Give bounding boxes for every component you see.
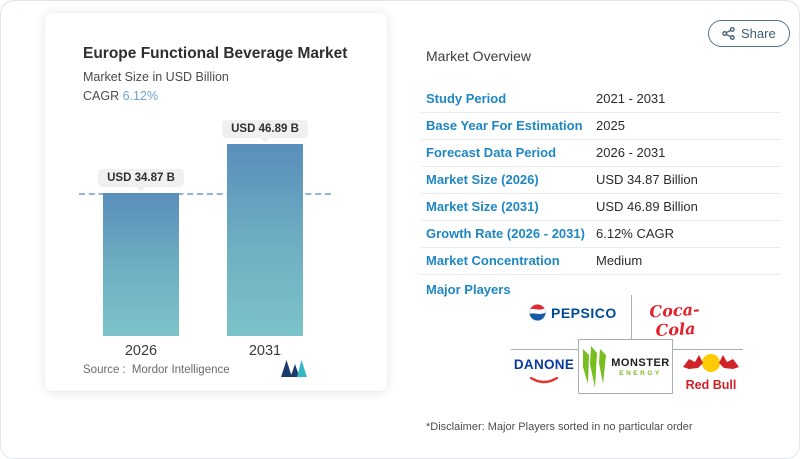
row-label: Market Concentration bbox=[426, 253, 560, 268]
row-value: 2025 bbox=[596, 118, 625, 133]
source-label: Source : bbox=[83, 364, 126, 376]
row-divider bbox=[421, 247, 781, 248]
overview-row-base-year: Base Year For Estimation 2025 bbox=[426, 112, 781, 139]
share-icon bbox=[722, 27, 735, 40]
row-divider bbox=[421, 274, 781, 275]
overview-row-market-size-2026: Market Size (2026) USD 34.87 Billion bbox=[426, 166, 781, 193]
mordor-intelligence-logo-icon bbox=[281, 360, 307, 382]
overview-row-market-concentration: Market Concentration Medium bbox=[426, 247, 781, 274]
row-label: Forecast Data Period bbox=[426, 145, 557, 160]
monster-energy-logo: MONSTER ENERGY bbox=[578, 339, 673, 394]
overview-heading: Market Overview bbox=[426, 48, 532, 64]
reference-dashed-line bbox=[79, 193, 331, 195]
danone-wordmark: DANONE bbox=[513, 357, 575, 372]
overview-row-forecast-period: Forecast Data Period 2026 - 2031 bbox=[426, 139, 781, 166]
row-label: Market Size (2026) bbox=[426, 172, 539, 187]
bar-2026 bbox=[103, 193, 179, 336]
disclaimer-text: *Disclaimer: Major Players sorted in no … bbox=[426, 421, 693, 433]
overview-row-growth-rate: Growth Rate (2026 - 2031) 6.12% CAGR bbox=[426, 220, 781, 247]
bar-group-2026: USD 34.87 B bbox=[98, 169, 184, 336]
row-label: Base Year For Estimation bbox=[426, 118, 583, 133]
monster-claw-icon bbox=[581, 345, 607, 388]
row-value: 2021 - 2031 bbox=[596, 91, 666, 106]
bar-value-label-2026: USD 34.87 B bbox=[98, 169, 184, 187]
overview-row-study-period: Study Period 2021 - 2031 bbox=[426, 85, 781, 112]
redbull-bulls-icon bbox=[683, 354, 739, 372]
monster-wordmark: MONSTER ENERGY bbox=[611, 357, 670, 377]
market-chart-card: Europe Functional Beverage Market Market… bbox=[45, 13, 387, 391]
x-axis-label-2031: 2031 bbox=[248, 343, 282, 359]
bar-value-label-2031: USD 46.89 B bbox=[222, 120, 308, 138]
bar-group-2031: USD 46.89 B bbox=[222, 120, 308, 336]
source-line: Source : Mordor Intelligence bbox=[83, 364, 236, 376]
row-divider bbox=[421, 220, 781, 221]
row-value: 2026 - 2031 bbox=[596, 145, 666, 160]
chart-title: Europe Functional Beverage Market bbox=[83, 45, 348, 62]
cagr-line: CAGR 6.12% bbox=[83, 89, 158, 103]
share-button-label: Share bbox=[741, 26, 776, 41]
row-value: USD 46.89 Billion bbox=[596, 199, 698, 214]
x-axis-label-2026: 2026 bbox=[124, 343, 158, 359]
pepsico-globe-icon bbox=[529, 304, 546, 321]
row-label: Market Size (2031) bbox=[426, 199, 539, 214]
cagr-value: 6.12% bbox=[122, 89, 159, 103]
cocacola-logo: Coca-Cola bbox=[648, 299, 701, 341]
cagr-label: CAGR bbox=[83, 89, 120, 103]
logo-divider-horizontal-left bbox=[511, 349, 578, 350]
redbull-wordmark: Red Bull bbox=[685, 378, 737, 392]
danone-smile-icon bbox=[529, 376, 559, 384]
source-value: Mordor Intelligence bbox=[131, 364, 230, 376]
row-divider bbox=[421, 193, 781, 194]
pepsico-logo: PEPSICO bbox=[529, 304, 617, 321]
row-label: Study Period bbox=[426, 91, 507, 106]
row-divider bbox=[421, 166, 781, 167]
row-divider bbox=[421, 139, 781, 140]
overview-row-market-size-2031: Market Size (2031) USD 46.89 Billion bbox=[426, 193, 781, 220]
danone-logo: DANONE bbox=[509, 357, 579, 390]
pepsico-wordmark: PEPSICO bbox=[551, 304, 617, 321]
redbull-logo: Red Bull bbox=[679, 350, 743, 392]
chart-subtitle: Market Size in USD Billion bbox=[83, 70, 229, 84]
row-value: Medium bbox=[596, 253, 643, 268]
row-divider bbox=[421, 112, 781, 113]
monster-word: MONSTER bbox=[611, 356, 670, 369]
share-button[interactable]: Share bbox=[708, 20, 790, 47]
major-players-label: Major Players bbox=[426, 282, 511, 297]
logo-divider-horizontal-right bbox=[673, 349, 743, 350]
row-value: USD 34.87 Billion bbox=[596, 172, 698, 187]
logo-divider-vertical bbox=[631, 295, 632, 339]
bar-2031 bbox=[227, 144, 303, 336]
row-value: 6.12% CAGR bbox=[596, 226, 675, 241]
row-label: Growth Rate (2026 - 2031) bbox=[426, 226, 585, 241]
energy-word: ENERGY bbox=[619, 369, 662, 377]
